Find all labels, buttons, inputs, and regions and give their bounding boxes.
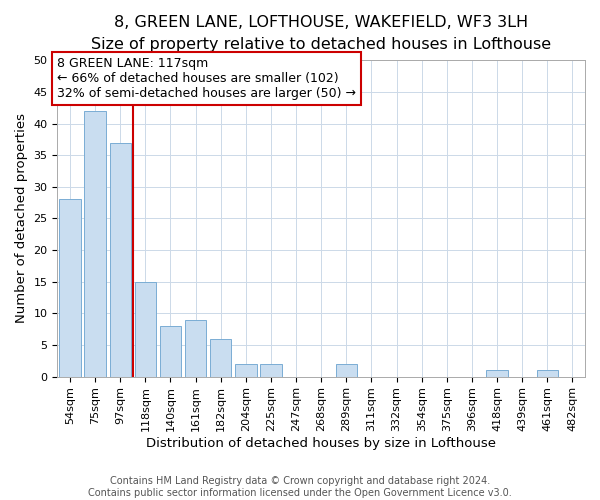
Y-axis label: Number of detached properties: Number of detached properties [15, 114, 28, 324]
Bar [335, 364, 357, 376]
Bar [536, 370, 558, 376]
Bar [160, 326, 181, 376]
Bar [110, 142, 131, 376]
Bar [59, 200, 80, 376]
Bar [210, 338, 232, 376]
X-axis label: Distribution of detached houses by size in Lofthouse: Distribution of detached houses by size … [146, 437, 496, 450]
Bar [487, 370, 508, 376]
Title: 8, GREEN LANE, LOFTHOUSE, WAKEFIELD, WF3 3LH
Size of property relative to detach: 8, GREEN LANE, LOFTHOUSE, WAKEFIELD, WF3… [91, 15, 551, 52]
Text: 8 GREEN LANE: 117sqm
← 66% of detached houses are smaller (102)
32% of semi-deta: 8 GREEN LANE: 117sqm ← 66% of detached h… [58, 57, 356, 100]
Bar [235, 364, 257, 376]
Bar [185, 320, 206, 376]
Text: Contains HM Land Registry data © Crown copyright and database right 2024.
Contai: Contains HM Land Registry data © Crown c… [88, 476, 512, 498]
Bar [134, 282, 156, 376]
Bar [260, 364, 281, 376]
Bar [85, 111, 106, 376]
